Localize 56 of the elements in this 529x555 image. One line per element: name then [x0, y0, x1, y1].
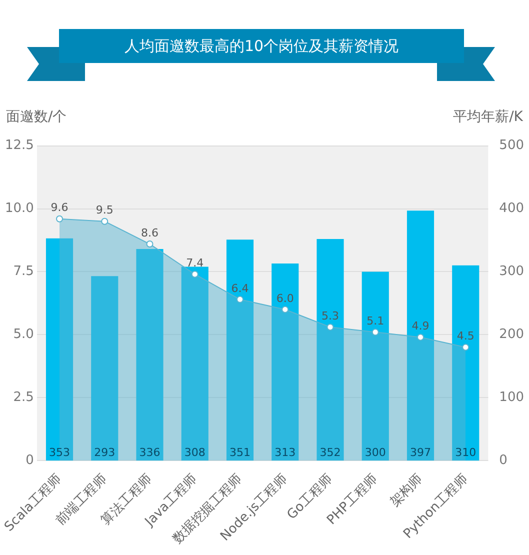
point — [326, 324, 334, 331]
point — [101, 218, 108, 225]
chart-title: 人均面邀数最高的10个岗位及其薪资情况 — [59, 29, 464, 63]
data-label: 336 — [139, 446, 160, 459]
bar — [406, 210, 434, 461]
data-label: 5.1 — [366, 314, 384, 328]
bar — [316, 238, 344, 461]
data-label: 9.6 — [50, 201, 68, 214]
data-label: 8.6 — [141, 226, 159, 240]
data-label: 353 — [49, 446, 70, 459]
y2-tick-label: 300 — [499, 264, 524, 280]
y2-tick-label: 500 — [499, 138, 524, 154]
data-label: 6.4 — [231, 282, 249, 295]
y-tick-label: 5.0 — [13, 327, 34, 342]
y-tick-label: 12.5 — [4, 138, 34, 154]
y-tick-label: 2.5 — [13, 390, 34, 406]
y2-tick-label: 100 — [499, 390, 524, 406]
y-axis-title: 面邀数/个 — [6, 108, 67, 126]
data-label: 351 — [230, 446, 251, 459]
y2-tick-label: 0 — [499, 452, 508, 468]
bar — [272, 264, 299, 461]
point — [146, 240, 154, 248]
point — [462, 344, 470, 351]
point — [282, 306, 289, 314]
point — [417, 334, 424, 341]
bar — [46, 238, 74, 461]
y-tick-label: 10.0 — [4, 201, 34, 216]
data-label: 352 — [320, 446, 341, 459]
data-label: 4.5 — [456, 330, 474, 343]
bar — [226, 240, 254, 461]
bar — [181, 266, 208, 461]
bar — [362, 272, 389, 461]
y2-axis-title: 平均年薪/K — [453, 108, 523, 126]
y-tick-label: 7.5 — [13, 264, 34, 280]
y2-tick-label: 400 — [499, 201, 524, 216]
data-label: 7.4 — [186, 256, 204, 270]
point — [56, 215, 64, 222]
point — [372, 328, 379, 336]
data-label: 6.0 — [276, 292, 294, 305]
data-label: 9.5 — [96, 204, 114, 217]
data-label: 313 — [274, 446, 296, 459]
data-label: 4.9 — [412, 320, 430, 333]
y-tick-label: 0 — [26, 452, 34, 468]
bar — [91, 276, 118, 461]
bar — [452, 265, 480, 461]
y2-tick-label: 200 — [499, 327, 524, 342]
data-label: 5.3 — [322, 309, 339, 322]
point — [236, 296, 244, 303]
x-tick-label: 架构师 — [388, 472, 426, 510]
data-label: 310 — [455, 446, 476, 459]
point — [191, 270, 198, 278]
data-label: 397 — [410, 446, 431, 459]
data-label: 293 — [94, 446, 116, 459]
data-label: 308 — [184, 446, 206, 459]
data-label: 300 — [364, 446, 386, 459]
bar — [136, 249, 164, 461]
